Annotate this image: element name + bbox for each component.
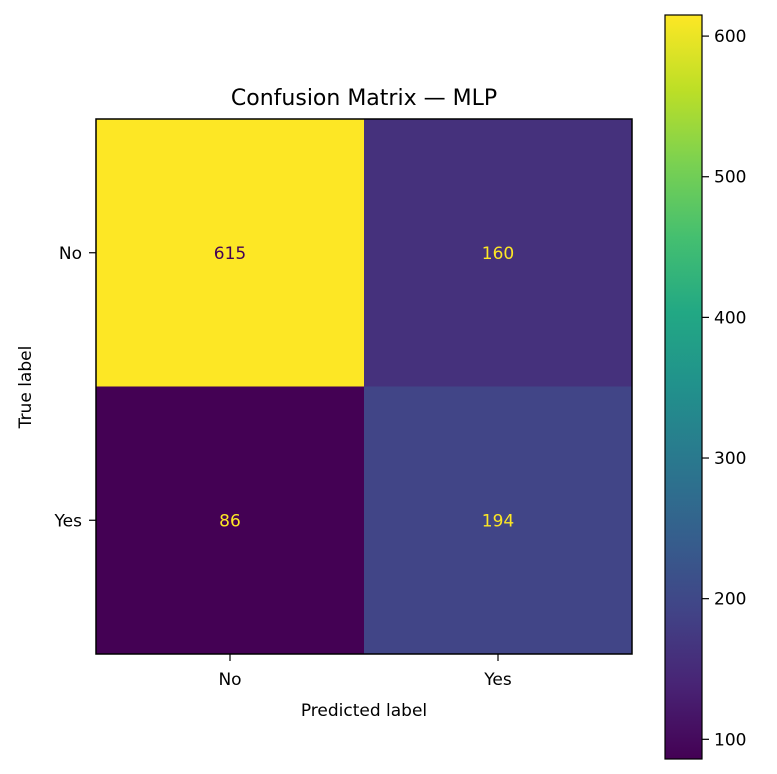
colorbar-tick-label: 500 xyxy=(714,168,746,188)
x-tick-label: No xyxy=(218,670,241,690)
matrix-cell xyxy=(96,386,364,654)
colorbar-tick-label: 100 xyxy=(714,730,746,750)
x-axis-label: Predicted label xyxy=(301,701,427,721)
colorbar-ticks: 100 200 300 400 500 600 xyxy=(702,27,746,750)
cell-value-label: 615 xyxy=(214,244,246,264)
matrix-cell-labels: 615 160 86 194 xyxy=(214,244,514,532)
matrix-frame xyxy=(95,118,633,655)
colorbar-tick-label: 300 xyxy=(714,449,746,469)
y-tick-label: Yes xyxy=(54,511,83,531)
colorbar-tick-label: 200 xyxy=(714,590,746,610)
cell-value-label: 160 xyxy=(482,244,514,264)
cell-value-label: 194 xyxy=(482,511,514,531)
matrix-cell xyxy=(364,119,632,387)
cell-value-label: 86 xyxy=(219,511,241,531)
x-tick-label: Yes xyxy=(483,670,512,690)
colorbar-tick-label: 600 xyxy=(714,27,746,47)
colorbar xyxy=(664,14,703,760)
y-axis-ticks: No Yes xyxy=(54,244,96,531)
matrix-cells xyxy=(96,119,632,654)
x-axis-ticks: No Yes xyxy=(218,654,512,690)
colorbar-tick-label: 400 xyxy=(714,308,746,328)
matrix-cell xyxy=(96,119,364,387)
chart-title: Confusion Matrix — MLP xyxy=(231,86,497,111)
matrix-cell xyxy=(364,386,632,654)
y-axis-label: True label xyxy=(16,346,36,430)
y-tick-label: No xyxy=(59,244,82,264)
